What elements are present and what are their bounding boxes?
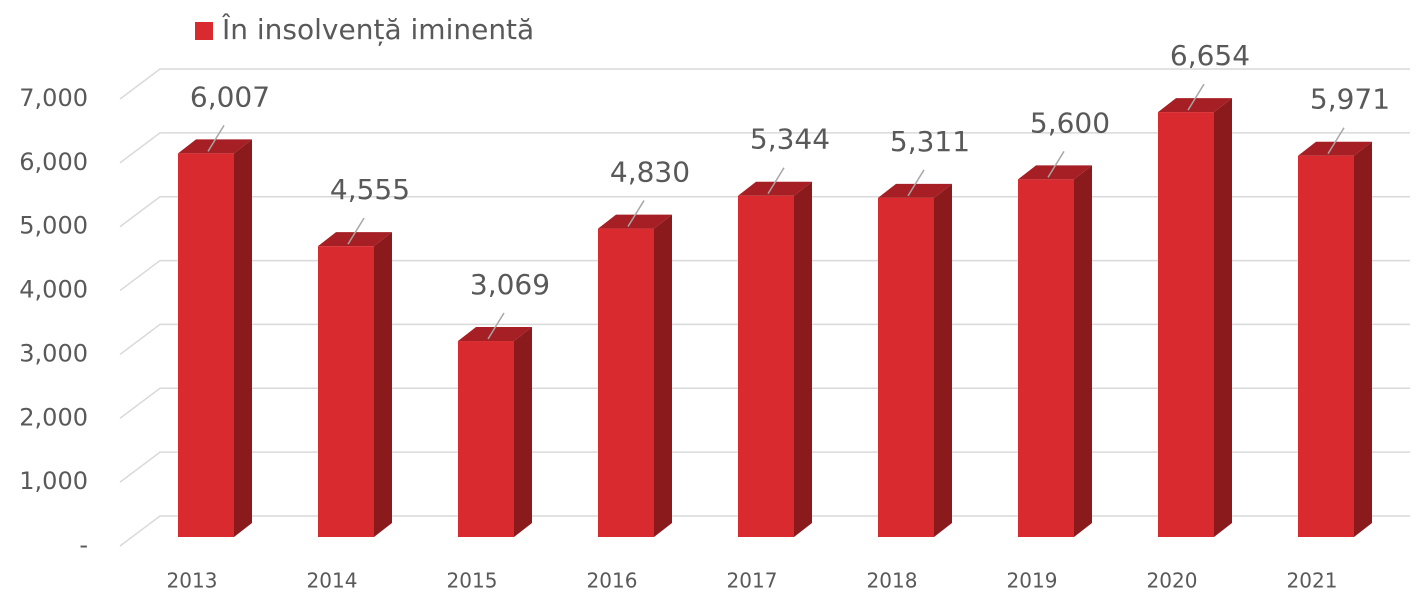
bar-side bbox=[654, 214, 672, 537]
grid-line bbox=[119, 132, 1410, 164]
x-tick-label: 2018 bbox=[867, 569, 918, 593]
x-tick-label: 2015 bbox=[447, 569, 498, 593]
bar-side bbox=[1354, 141, 1372, 538]
data-label: 4,555 bbox=[330, 173, 410, 206]
leader-line bbox=[1327, 127, 1345, 155]
bar-top bbox=[878, 183, 952, 198]
leader-line bbox=[487, 312, 505, 340]
grid-line bbox=[119, 515, 1410, 547]
x-tick-label: 2020 bbox=[1147, 569, 1198, 593]
data-label: 6,654 bbox=[1170, 39, 1250, 72]
leader-line bbox=[907, 169, 925, 197]
legend-label: În insolvență iminentă bbox=[221, 12, 534, 46]
y-tick-label: - bbox=[79, 531, 88, 559]
bar-top bbox=[178, 139, 252, 154]
leader-line bbox=[767, 167, 785, 195]
bar-top bbox=[738, 181, 812, 196]
x-tick-label: 2014 bbox=[307, 569, 358, 593]
data-label: 3,069 bbox=[470, 268, 550, 301]
bar-side bbox=[1214, 98, 1232, 537]
bar-side bbox=[794, 181, 812, 537]
legend-swatch bbox=[195, 22, 213, 40]
leader-line bbox=[627, 200, 645, 227]
bar bbox=[1018, 179, 1074, 537]
y-tick-label: 7,000 bbox=[19, 84, 88, 112]
bar bbox=[598, 228, 654, 537]
bar-side bbox=[374, 232, 392, 537]
grid-line bbox=[119, 259, 1410, 292]
grid-line bbox=[119, 387, 1410, 419]
data-label: 6,007 bbox=[190, 80, 270, 113]
bar bbox=[1158, 112, 1214, 537]
grid-line bbox=[119, 68, 1410, 100]
x-tick-label: 2013 bbox=[167, 569, 218, 593]
grid-line bbox=[119, 195, 1410, 228]
data-label: 5,311 bbox=[890, 125, 970, 158]
data-label: 5,600 bbox=[1030, 106, 1110, 139]
data-label: 5,971 bbox=[1310, 83, 1390, 116]
bar-side bbox=[514, 327, 532, 537]
data-label: 4,830 bbox=[610, 156, 690, 189]
bar bbox=[878, 197, 934, 537]
x-tick-label: 2021 bbox=[1287, 569, 1338, 593]
x-tick-label: 2016 bbox=[587, 569, 638, 593]
bar-side bbox=[1074, 165, 1092, 537]
bar bbox=[738, 195, 794, 537]
bar-side bbox=[234, 139, 252, 537]
leader-line bbox=[1047, 151, 1065, 178]
bar bbox=[1298, 155, 1354, 538]
bar-top bbox=[598, 214, 672, 229]
y-tick-label: 1,000 bbox=[19, 467, 88, 495]
data-label: 5,344 bbox=[750, 123, 830, 156]
y-tick-label: 5,000 bbox=[19, 212, 88, 240]
bar-top bbox=[1018, 165, 1092, 180]
x-tick-label: 2019 bbox=[1007, 569, 1058, 593]
y-tick-label: 2,000 bbox=[19, 403, 88, 431]
leader-line bbox=[207, 125, 225, 152]
y-tick-label: 3,000 bbox=[19, 339, 88, 367]
grid-line bbox=[119, 323, 1410, 356]
bar bbox=[458, 341, 514, 537]
leader-line bbox=[347, 217, 365, 245]
y-tick-label: 4,000 bbox=[19, 276, 88, 304]
bar-side bbox=[934, 183, 952, 537]
bar-top bbox=[318, 232, 392, 247]
bar bbox=[318, 246, 374, 537]
y-tick-label: 6,000 bbox=[19, 148, 88, 176]
bar bbox=[178, 153, 234, 537]
grid-line bbox=[119, 451, 1410, 483]
bar-top bbox=[458, 327, 532, 342]
leader-line bbox=[1187, 83, 1205, 111]
bar-top bbox=[1298, 141, 1372, 156]
bar-top bbox=[1158, 98, 1232, 113]
x-tick-label: 2017 bbox=[727, 569, 778, 593]
